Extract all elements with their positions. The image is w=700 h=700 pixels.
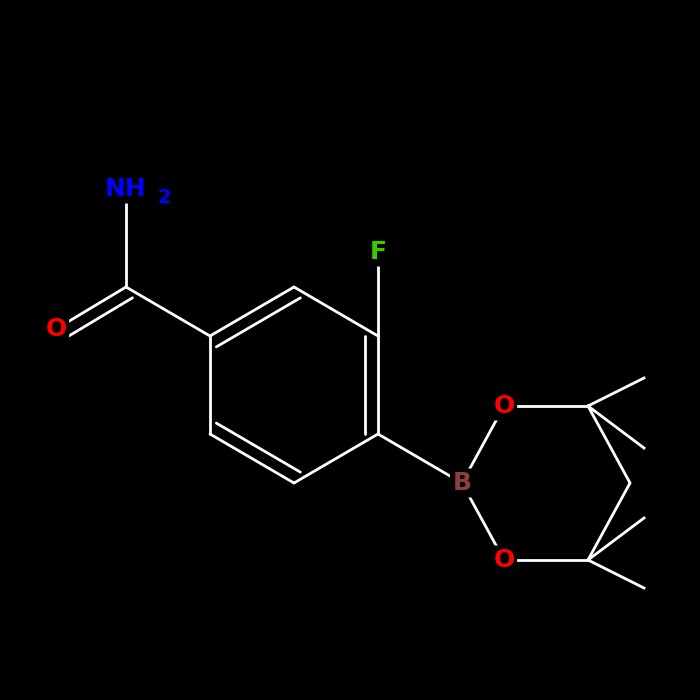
Text: NH: NH <box>105 177 147 201</box>
Text: O: O <box>494 548 514 572</box>
Text: B: B <box>452 471 472 495</box>
Text: O: O <box>46 317 66 341</box>
Text: F: F <box>370 240 386 264</box>
Text: 2: 2 <box>158 188 172 207</box>
Text: O: O <box>494 394 514 418</box>
